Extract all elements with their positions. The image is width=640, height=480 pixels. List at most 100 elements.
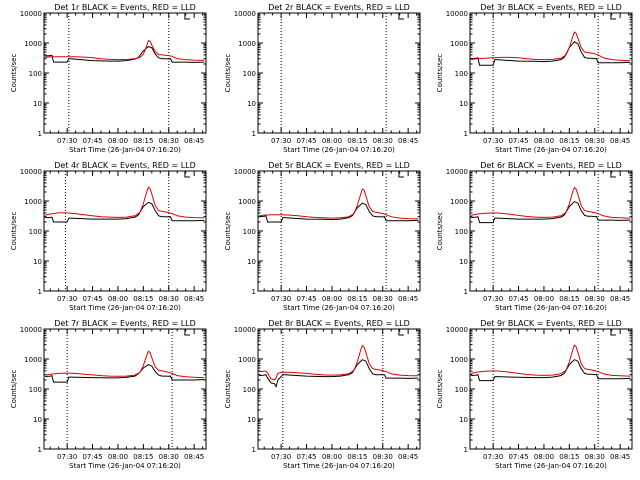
x-axis-label: Start Time (26-Jan-04 07:16:20) (69, 304, 181, 312)
plot-frame (469, 328, 633, 450)
x-tick-label: 07:30 (483, 137, 503, 145)
x-axis-label: Start Time (26-Jan-04 07:16:20) (283, 304, 395, 312)
x-axis-label: Start Time (26-Jan-04 07:16:20) (283, 146, 395, 154)
x-tick-label: 08:15 (559, 137, 579, 145)
lld-series-line (259, 344, 419, 381)
plot-frame (43, 170, 207, 292)
x-tick-label: 07:45 (508, 453, 528, 461)
y-tick-label: 1000 (24, 356, 42, 364)
y-tick-label: 10000 (446, 326, 468, 334)
x-tick-label: 07:45 (82, 137, 102, 145)
x-tick-label: 08:00 (322, 453, 342, 461)
detector-panel: Det 3r BLACK = Events, RED = LLD 1 10 100 10… (436, 3, 633, 154)
events-series-line (45, 364, 205, 383)
y-tick-label: 100 (243, 386, 256, 394)
y-axis-label: Counts/sec (224, 212, 232, 251)
x-tick-label: 07:45 (508, 137, 528, 145)
x-tick-label: 08:30 (373, 137, 393, 145)
y-tick-label: 10000 (20, 10, 42, 18)
x-tick-label: 08:30 (159, 453, 179, 461)
x-tick-label: 08:30 (585, 295, 605, 303)
panel-title: Det 2r BLACK = Events, RED = LLD (268, 3, 410, 12)
y-tick-label: 1000 (238, 198, 256, 206)
y-axis-label: Counts/sec (436, 370, 444, 409)
lld-series-line (470, 344, 631, 377)
attenuator-marker (398, 329, 404, 336)
x-tick-label: 07:45 (82, 453, 102, 461)
x-tick-label: 08:00 (322, 295, 342, 303)
y-tick-label: 10000 (20, 168, 42, 176)
x-tick-label: 08:15 (133, 137, 153, 145)
x-axis-label: Start Time (26-Jan-04 07:16:20) (283, 462, 395, 470)
x-tick-label: 08:30 (159, 137, 179, 145)
x-tick-label: 08:45 (610, 295, 630, 303)
plot-frame (43, 12, 207, 134)
lld-series-line (259, 188, 419, 220)
y-tick-label: 1 (252, 446, 256, 454)
x-tick-label: 08:00 (534, 295, 554, 303)
x-tick-label: 08:00 (108, 295, 128, 303)
plot-frame (257, 328, 421, 450)
x-tick-label: 08:30 (585, 137, 605, 145)
attenuator-marker (398, 171, 404, 178)
panel-title: Det 7r BLACK = Events, RED = LLD (54, 319, 196, 328)
y-tick-label: 10 (247, 416, 256, 424)
y-axis-label: Counts/sec (10, 54, 18, 93)
attenuator-marker (610, 329, 616, 336)
x-tick-label: 08:45 (184, 295, 204, 303)
y-axis-label: Counts/sec (436, 212, 444, 251)
x-tick-label: 07:45 (296, 295, 316, 303)
panel-title: Det 5r BLACK = Events, RED = LLD (268, 161, 410, 170)
x-tick-label: 07:45 (296, 137, 316, 145)
events-series-line (45, 201, 205, 223)
x-tick-label: 07:30 (483, 453, 503, 461)
x-tick-label: 08:00 (534, 137, 554, 145)
y-tick-label: 1000 (450, 198, 468, 206)
plot-frame (257, 170, 421, 292)
y-tick-label: 1 (38, 130, 42, 138)
x-axis-label: Start Time (26-Jan-04 07:16:20) (495, 304, 607, 312)
y-tick-label: 10000 (446, 168, 468, 176)
y-tick-label: 10 (459, 100, 468, 108)
x-tick-label: 07:45 (82, 295, 102, 303)
y-tick-label: 10000 (446, 10, 468, 18)
y-tick-label: 100 (455, 386, 468, 394)
y-tick-label: 100 (243, 70, 256, 78)
x-tick-label: 08:45 (184, 453, 204, 461)
y-tick-label: 10000 (20, 326, 42, 334)
plot-frame (43, 328, 207, 450)
detector-panel: Det 1r BLACK = Events, RED = LLD 1 10 100 10… (10, 3, 207, 154)
y-tick-label: 1000 (24, 40, 42, 48)
y-tick-label: 10 (33, 258, 42, 266)
y-axis-label: Counts/sec (10, 212, 18, 251)
x-axis-label: Start Time (26-Jan-04 07:16:20) (495, 146, 607, 154)
y-tick-label: 100 (455, 228, 468, 236)
x-tick-label: 08:45 (398, 295, 418, 303)
y-tick-label: 10 (247, 258, 256, 266)
attenuator-marker (398, 13, 404, 20)
attenuator-marker (610, 13, 616, 20)
x-tick-label: 08:45 (184, 137, 204, 145)
attenuator-marker (184, 171, 190, 178)
detector-panel: Det 5r BLACK = Events, RED = LLD 1 10 100 10… (224, 161, 421, 312)
x-tick-label: 08:00 (322, 137, 342, 145)
x-tick-label: 08:45 (610, 137, 630, 145)
lld-series-line (470, 186, 631, 219)
plot-frame (469, 12, 633, 134)
plot-frame (257, 12, 421, 134)
y-tick-label: 1000 (24, 198, 42, 206)
panel-title: Det 4r BLACK = Events, RED = LLD (54, 161, 196, 170)
y-axis-label: Counts/sec (436, 54, 444, 93)
detector-panel: Det 7r BLACK = Events, RED = LLD 1 10 100 10… (10, 319, 207, 470)
x-tick-label: 08:15 (559, 453, 579, 461)
x-tick-label: 08:00 (534, 453, 554, 461)
x-tick-label: 08:00 (108, 453, 128, 461)
detector-panel: Det 4r BLACK = Events, RED = LLD 1 10 100 10… (10, 161, 207, 312)
x-tick-label: 08:30 (373, 295, 393, 303)
lld-series-line (45, 39, 205, 61)
detector-panel: Det 6r BLACK = Events, RED = LLD 1 10 100 10… (436, 161, 633, 312)
y-tick-label: 1000 (450, 356, 468, 364)
y-tick-label: 100 (29, 228, 42, 236)
x-axis-label: Start Time (26-Jan-04 07:16:20) (495, 462, 607, 470)
x-tick-label: 08:15 (347, 295, 367, 303)
